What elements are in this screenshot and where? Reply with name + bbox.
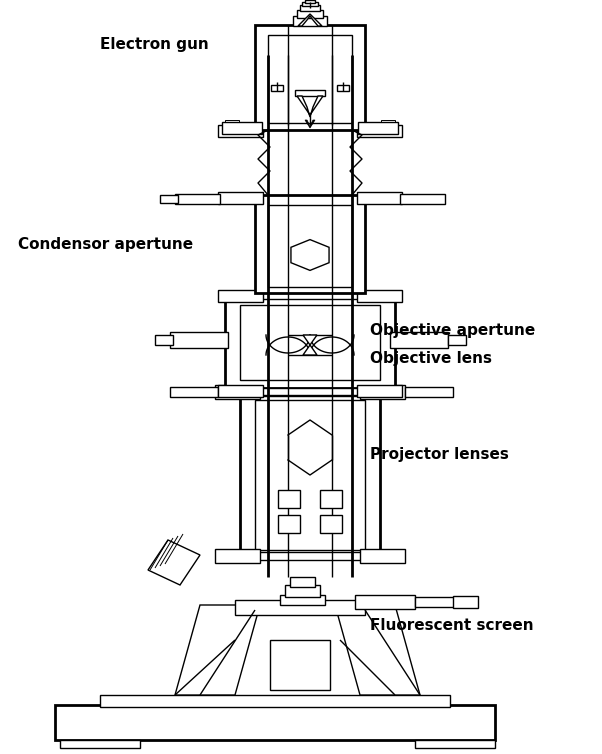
- Bar: [60, 740, 140, 748]
- Polygon shape: [175, 605, 260, 695]
- Bar: [381, 120, 395, 126]
- Text: Objective lens: Objective lens: [370, 351, 492, 366]
- Bar: [320, 515, 342, 533]
- Bar: [235, 600, 365, 615]
- Bar: [305, 0, 315, 3]
- Bar: [278, 490, 300, 508]
- Bar: [297, 10, 323, 18]
- Bar: [300, 5, 320, 11]
- Polygon shape: [305, 120, 315, 128]
- Bar: [240, 305, 380, 380]
- Bar: [268, 205, 352, 287]
- Bar: [155, 335, 173, 345]
- Bar: [448, 335, 466, 345]
- Bar: [268, 35, 352, 123]
- Bar: [293, 16, 327, 26]
- Bar: [270, 640, 330, 690]
- Bar: [360, 385, 405, 399]
- Bar: [400, 194, 445, 204]
- Bar: [295, 90, 325, 96]
- Bar: [358, 122, 398, 134]
- Bar: [320, 490, 342, 508]
- Bar: [255, 552, 365, 560]
- Text: Objective apertune: Objective apertune: [370, 323, 535, 338]
- Bar: [415, 597, 455, 607]
- Bar: [218, 385, 263, 397]
- Bar: [255, 25, 365, 130]
- Bar: [240, 390, 380, 555]
- Bar: [357, 290, 402, 302]
- Bar: [278, 515, 300, 533]
- Text: Fluorescent screen: Fluorescent screen: [370, 618, 533, 633]
- Bar: [255, 388, 365, 396]
- Bar: [355, 595, 415, 609]
- Bar: [255, 388, 365, 395]
- Bar: [453, 596, 478, 608]
- Polygon shape: [291, 240, 329, 271]
- Bar: [215, 385, 260, 399]
- Bar: [357, 125, 402, 137]
- Polygon shape: [148, 540, 200, 585]
- Bar: [218, 125, 263, 137]
- Bar: [255, 292, 365, 299]
- Bar: [271, 85, 283, 91]
- Bar: [357, 385, 402, 397]
- Polygon shape: [297, 96, 323, 117]
- Bar: [337, 85, 349, 91]
- Bar: [357, 192, 402, 204]
- Bar: [225, 120, 239, 126]
- Bar: [218, 192, 263, 204]
- Bar: [255, 400, 365, 550]
- Bar: [222, 122, 262, 134]
- Bar: [225, 295, 395, 388]
- Bar: [55, 705, 495, 740]
- Bar: [100, 695, 450, 707]
- Bar: [415, 740, 495, 748]
- Bar: [218, 290, 263, 302]
- Polygon shape: [335, 605, 420, 695]
- Text: Projector lenses: Projector lenses: [370, 448, 509, 462]
- Bar: [405, 387, 453, 397]
- Text: Condensor apertune: Condensor apertune: [18, 238, 193, 253]
- Bar: [390, 332, 448, 348]
- Bar: [360, 549, 405, 563]
- Bar: [175, 194, 220, 204]
- Text: Electron gun: Electron gun: [100, 38, 209, 53]
- Bar: [170, 387, 218, 397]
- Bar: [215, 549, 260, 563]
- Polygon shape: [303, 335, 317, 345]
- Bar: [255, 195, 365, 293]
- Polygon shape: [298, 14, 322, 26]
- Bar: [290, 577, 315, 587]
- Bar: [302, 2, 318, 6]
- Polygon shape: [303, 345, 317, 355]
- Bar: [285, 585, 320, 597]
- Bar: [160, 195, 178, 203]
- Bar: [280, 595, 325, 605]
- Bar: [170, 332, 228, 348]
